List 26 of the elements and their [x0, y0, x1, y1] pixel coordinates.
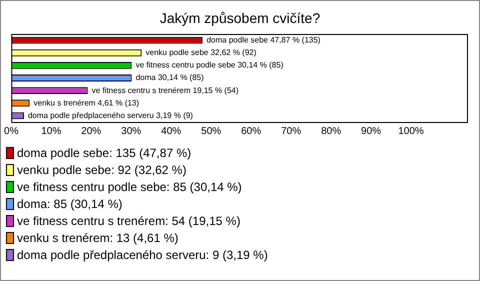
data-label: doma podle předplaceného serveru 3,19 % (9)	[28, 110, 194, 120]
data-label: doma podle sebe 47,87 % (135)	[206, 35, 321, 44]
text: ve fitness centru podle sebe: 85 (30,14 %)	[17, 180, 242, 194]
data-label: venku podle sebe 32,62 % (92)	[146, 48, 257, 58]
x-tick-label: 100%	[398, 126, 424, 137]
x-tick-label: 50%	[201, 126, 222, 137]
text: venku s trenérem: 13 (4,61 %)	[17, 230, 178, 244]
x-tick-label: 0%	[4, 126, 19, 137]
x-tick-label: 40%	[161, 126, 182, 137]
data-label: ve fitness centru podle sebe 30,14 % (85)	[136, 60, 284, 70]
text: ve fitness centru s trenérem: 54 (19,15 %)	[17, 214, 240, 228]
data-label: venku s trenérem 4,61 % (13)	[34, 98, 140, 108]
text: doma: 85 (30,14 %)	[17, 196, 122, 210]
x-tick-label: 10%	[41, 126, 62, 137]
text: doma podle předplaceného serveru: 9 (3,19 %)	[17, 248, 268, 262]
x-tick-label: 70%	[281, 126, 302, 137]
text: doma podle sebe: 135 (47,87 %)	[17, 146, 192, 160]
data-label: doma 30,14 % (85)	[136, 73, 204, 82]
data-label: ve fitness centru s trenérem 19,15 % (54)	[92, 86, 239, 95]
x-tick-label: 20%	[81, 126, 102, 137]
x-tick-label: 80%	[321, 126, 342, 137]
x-tick-label: 30%	[121, 126, 142, 137]
chart-title: Jakým způsobem cvičíte?	[158, 10, 322, 28]
text: venku podle sebe: 92 (32,62 %)	[17, 162, 186, 176]
x-tick-label: 90%	[361, 126, 382, 137]
x-tick-label: 60%	[241, 126, 262, 137]
